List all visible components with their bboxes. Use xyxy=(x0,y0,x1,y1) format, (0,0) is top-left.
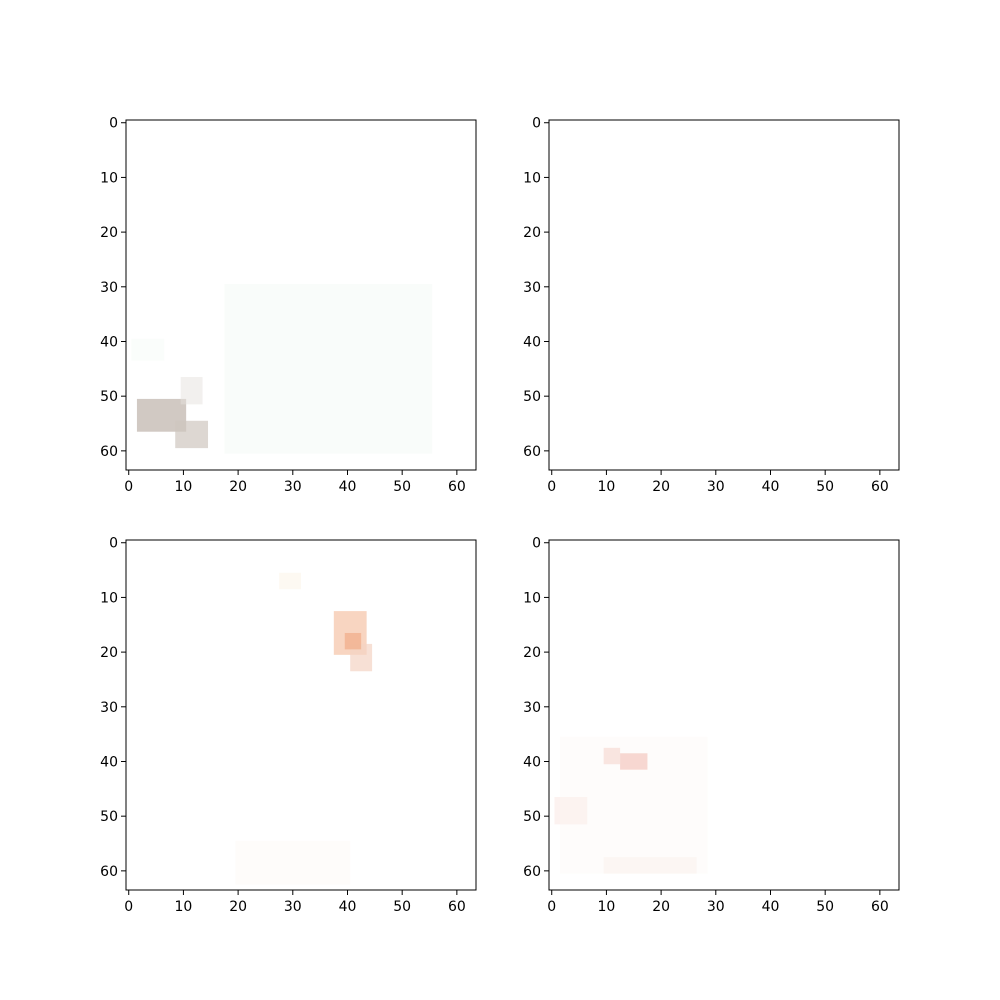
y-tick-label: 60 xyxy=(100,444,118,460)
subplot-bottom-left: 0 10 20 30 40 50 60 0 10 20 30 40 50 60 xyxy=(100,536,477,915)
axes-frame xyxy=(548,539,900,891)
axes-frame xyxy=(125,539,477,891)
axes-frame xyxy=(548,119,900,471)
x-tick-label: 50 xyxy=(393,899,411,915)
x-tick-label: 30 xyxy=(707,899,725,915)
y-tick-label: 50 xyxy=(523,389,541,405)
y-tick-label: 40 xyxy=(523,334,541,350)
y-tick-label: 10 xyxy=(523,170,541,186)
pixel-region xyxy=(603,747,621,765)
x-tick-label: 60 xyxy=(448,899,466,915)
x-tick-label: 10 xyxy=(598,479,616,495)
y-tick-label: 10 xyxy=(523,590,541,606)
y-tick-label: 30 xyxy=(523,280,541,296)
x-tick-label: 30 xyxy=(707,479,725,495)
y-tick-label: 60 xyxy=(523,864,541,880)
x-tick-label: 0 xyxy=(124,899,133,915)
pixel-region xyxy=(554,797,588,825)
x-tick-label: 50 xyxy=(816,899,834,915)
image-area xyxy=(549,120,899,470)
pixel-region xyxy=(350,643,373,672)
image-area xyxy=(549,540,899,890)
subplot-bottom-right: 0 10 20 30 40 50 60 0 10 20 30 40 50 60 xyxy=(523,536,900,915)
x-tick-label: 0 xyxy=(124,479,133,495)
y-tick-label: 50 xyxy=(100,389,118,405)
y-tick-label: 50 xyxy=(100,809,118,825)
x-tick-label: 10 xyxy=(175,479,193,495)
x-tick-label: 0 xyxy=(547,479,556,495)
x-tick-label: 40 xyxy=(339,899,357,915)
x-tick-label: 0 xyxy=(547,899,556,915)
pixel-region xyxy=(559,736,708,874)
x-tick-label: 40 xyxy=(762,479,780,495)
y-tick-label: 0 xyxy=(109,116,118,132)
pixel-region xyxy=(603,857,697,874)
y-tick-label: 20 xyxy=(100,225,118,241)
pixel-region xyxy=(224,284,433,454)
y-tick-label: 20 xyxy=(523,645,541,661)
y-tick-label: 40 xyxy=(523,754,541,770)
y-tick-label: 30 xyxy=(100,280,118,296)
x-tick-label: 40 xyxy=(339,479,357,495)
pixel-region xyxy=(235,840,351,885)
y-tick-label: 10 xyxy=(100,590,118,606)
x-tick-label: 10 xyxy=(598,899,616,915)
x-tick-label: 10 xyxy=(175,899,193,915)
y-tick-label: 0 xyxy=(109,536,118,552)
x-tick-label: 30 xyxy=(284,479,302,495)
x-tick-label: 60 xyxy=(448,479,466,495)
x-tick-label: 60 xyxy=(871,479,889,495)
x-tick-label: 20 xyxy=(229,899,247,915)
axes-frame xyxy=(125,119,477,471)
y-tick-label: 60 xyxy=(100,864,118,880)
subplot-top-right: 0 10 20 30 40 50 60 0 10 20 30 40 50 60 xyxy=(523,116,900,495)
y-tick-label: 50 xyxy=(523,809,541,825)
y-tick-label: 0 xyxy=(532,536,541,552)
x-tick-label: 50 xyxy=(393,479,411,495)
pixel-region xyxy=(175,420,209,449)
y-tick-label: 60 xyxy=(523,444,541,460)
x-tick-label: 60 xyxy=(871,899,889,915)
x-tick-label: 20 xyxy=(652,479,670,495)
y-tick-label: 40 xyxy=(100,754,118,770)
y-tick-label: 0 xyxy=(532,116,541,132)
y-tick-label: 30 xyxy=(100,700,118,716)
y-tick-label: 20 xyxy=(523,225,541,241)
x-tick-label: 20 xyxy=(229,479,247,495)
image-area xyxy=(126,540,476,890)
y-tick-label: 10 xyxy=(100,170,118,186)
y-tick-label: 20 xyxy=(100,645,118,661)
x-tick-label: 40 xyxy=(762,899,780,915)
y-tick-label: 30 xyxy=(523,700,541,716)
pixel-region xyxy=(344,632,362,650)
x-tick-label: 50 xyxy=(816,479,834,495)
x-tick-label: 20 xyxy=(652,899,670,915)
x-tick-label: 30 xyxy=(284,899,302,915)
subplot-top-left: 0 10 20 30 40 50 60 0 10 20 30 40 50 60 xyxy=(100,116,477,495)
pixel-region xyxy=(180,377,203,405)
pixel-region xyxy=(279,572,301,590)
pixel-region xyxy=(131,338,165,361)
y-tick-label: 40 xyxy=(100,334,118,350)
pixel-region xyxy=(620,753,648,770)
